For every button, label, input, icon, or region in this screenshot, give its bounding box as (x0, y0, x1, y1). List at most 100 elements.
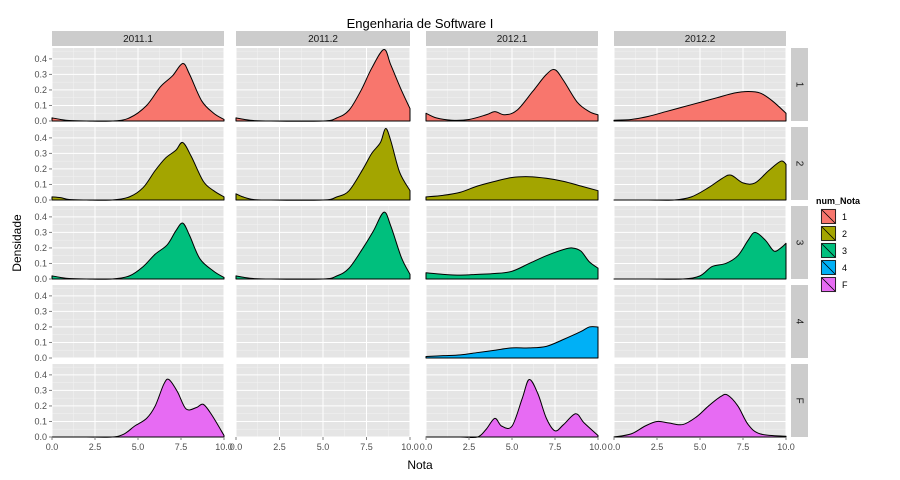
x-tick-label: 5.0 (317, 442, 330, 452)
column-strip (614, 31, 786, 46)
y-tick-label: 0.2 (34, 243, 47, 253)
facet-panel (235, 364, 411, 438)
density-area (613, 90, 787, 122)
x-tick-label: 5.0 (132, 442, 145, 452)
facet-panel (51, 285, 225, 359)
column-strip (236, 31, 410, 46)
y-tick-label: 0.4 (34, 291, 47, 301)
row-strip-label: 1 (794, 82, 805, 88)
y-tick-label: 0.4 (34, 370, 47, 380)
legend-entry-label: 1 (842, 212, 847, 222)
density-area (613, 393, 787, 438)
legend: num_Nota 1 2 3 4 F (816, 196, 861, 294)
y-tick-label: 0.3 (34, 306, 47, 316)
x-tick-label: 2.5 (273, 442, 286, 452)
row-strip-label: F (794, 397, 805, 403)
density-area (51, 222, 225, 280)
legend-entry-label: 2 (842, 229, 847, 239)
legend-title: num_Nota (816, 196, 861, 206)
y-tick-label: 0.4 (34, 212, 47, 222)
chart-title: Engenharia de Software I (347, 16, 494, 31)
column-strip-label: 2012.2 (685, 34, 716, 45)
row-strip (791, 285, 808, 358)
x-tick-label: 0.0 (608, 442, 621, 452)
legend-entry-label: 4 (842, 263, 847, 273)
density-area (613, 231, 787, 280)
row-strip (791, 48, 808, 121)
y-tick-label: 0.0 (34, 353, 47, 363)
y-tick-label: 0.0 (34, 195, 47, 205)
x-tick-label: 2.5 (651, 442, 664, 452)
facet-panel (425, 206, 599, 280)
x-tick-label: 7.5 (175, 442, 188, 452)
legend-swatch-line (821, 260, 836, 275)
x-tick-label: 10.0 (215, 442, 233, 452)
y-tick-label: 0.0 (34, 274, 47, 284)
facet-panel (235, 285, 411, 359)
legend-entry-label: 3 (842, 246, 847, 256)
y-tick-label: 0.1 (34, 258, 47, 268)
density-area (51, 63, 225, 122)
x-tick-label: 0.0 (420, 442, 433, 452)
y-tick-label: 0.0 (34, 432, 47, 442)
x-tick-label: 0.0 (230, 442, 243, 452)
x-tick-label: 5.0 (506, 442, 519, 452)
column-strip-label: 2011.1 (123, 34, 153, 45)
y-tick-label: 0.2 (34, 164, 47, 174)
y-tick-label: 0.3 (34, 69, 47, 79)
x-tick-label: 2.5 (463, 442, 476, 452)
facet-panel (613, 285, 787, 359)
x-axis-title: Nota (407, 458, 433, 472)
y-tick-label: 0.2 (34, 401, 47, 411)
y-tick-label: 0.1 (34, 179, 47, 189)
legend-swatch-line (821, 243, 836, 258)
panels-layer (51, 48, 787, 439)
y-tick-label: 0.4 (34, 133, 47, 143)
y-tick-label: 0.3 (34, 385, 47, 395)
y-tick-label: 0.1 (34, 416, 47, 426)
strips-layer: 2011.1 2011.2 2012.1 2012.2 1 2 3 4 F (52, 31, 808, 437)
y-tick-label: 0.4 (34, 54, 47, 64)
density-area (425, 379, 599, 439)
row-strip-label: 4 (794, 319, 805, 325)
column-strip-label: 2011.2 (308, 34, 338, 45)
density-area (613, 160, 787, 201)
row-strip-label: 2 (794, 161, 805, 167)
y-axis-title: Densidade (10, 214, 24, 272)
density-area (51, 141, 225, 201)
y-tick-label: 0.1 (34, 337, 47, 347)
y-tick-label: 0.3 (34, 227, 47, 237)
x-tick-label: 7.5 (549, 442, 562, 452)
y-tick-label: 0.1 (34, 100, 47, 110)
y-tick-label: 0.0 (34, 116, 47, 126)
column-strip-label: 2012.1 (497, 34, 528, 45)
density-area (235, 211, 411, 280)
x-tick-label: 2.5 (89, 442, 102, 452)
row-strip (791, 127, 808, 200)
y-tick-label: 0.3 (34, 148, 47, 158)
x-tick-label: 5.0 (694, 442, 707, 452)
legend-swatch-line (821, 209, 836, 224)
axes-layer: 0.0 0.1 0.2 0.3 0.4 0.0 0.1 0.2 0.3 0.4 0.0 0.1 0.2 0… (34, 54, 794, 452)
density-area (51, 378, 225, 438)
column-strip (52, 31, 224, 46)
x-tick-label: 7.5 (737, 442, 750, 452)
x-tick-label: 0.0 (46, 442, 59, 452)
y-tick-label: 0.2 (34, 85, 47, 95)
row-strip (791, 206, 808, 279)
x-tick-label: 10.0 (589, 442, 607, 452)
x-tick-label: 10.0 (401, 442, 419, 452)
density-area (425, 247, 599, 280)
density-area (425, 176, 599, 201)
legend-swatch-line (821, 226, 836, 241)
x-tick-label: 7.5 (360, 442, 373, 452)
legend-entry-label: F (842, 280, 848, 290)
y-tick-label: 0.2 (34, 322, 47, 332)
legend-swatch-line (821, 277, 836, 292)
density-area (425, 326, 599, 359)
density-area (235, 128, 411, 201)
row-strip (791, 364, 808, 437)
column-strip (426, 31, 598, 46)
